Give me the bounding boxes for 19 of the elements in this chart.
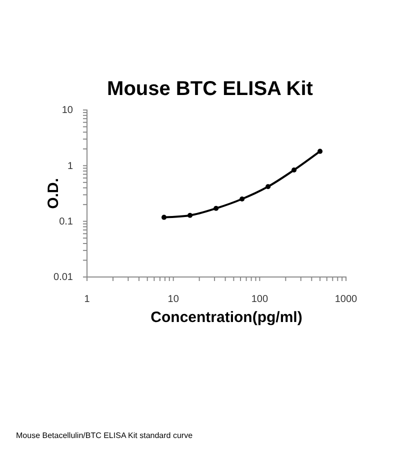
- x-axis-title: Concentration(pg/ml): [150, 309, 302, 326]
- x-tick-label: 1000: [334, 294, 358, 306]
- point: [187, 212, 193, 218]
- point: [214, 206, 219, 211]
- y-tick-label: 0.01: [54, 272, 74, 284]
- text: Mouse Betacellulin/BTC ELISA Kit standard curve: [16, 431, 194, 440]
- point: [240, 196, 245, 202]
- y-tick-label: 0.1: [59, 216, 74, 228]
- x-tick-label: 1: [84, 294, 90, 306]
- point: [161, 214, 167, 220]
- y-axis-title: O.D.: [45, 178, 62, 209]
- point: [292, 168, 297, 173]
- y-tick-label: 10: [62, 105, 74, 116]
- y-tick-label: 1: [67, 160, 74, 172]
- x-tick-label: 10: [168, 294, 180, 306]
- x-tick-label: 100: [251, 294, 268, 306]
- point: [266, 184, 271, 190]
- chart-title: Mouse BTC ELISA Kit: [107, 78, 314, 100]
- point: [317, 148, 323, 154]
